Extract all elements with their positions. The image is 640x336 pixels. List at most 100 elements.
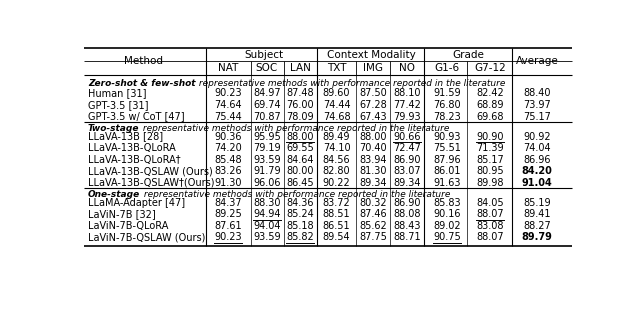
- Text: 90.92: 90.92: [524, 132, 551, 141]
- Text: 94.94: 94.94: [253, 209, 280, 219]
- Text: 88.00: 88.00: [286, 132, 314, 141]
- Text: Human [31]: Human [31]: [88, 88, 147, 98]
- Text: LLaVA-13B-QSLAW†(Ours): LLaVA-13B-QSLAW†(Ours): [88, 178, 214, 188]
- Text: 85.24: 85.24: [286, 209, 314, 219]
- Text: 89.54: 89.54: [323, 233, 350, 243]
- Text: GPT-3.5 w/ CoT [47]: GPT-3.5 w/ CoT [47]: [88, 112, 184, 122]
- Text: 89.98: 89.98: [476, 178, 504, 188]
- Text: 87.61: 87.61: [214, 221, 242, 231]
- Text: 83.07: 83.07: [393, 166, 421, 176]
- Text: 70.40: 70.40: [359, 143, 387, 153]
- Text: 89.34: 89.34: [394, 178, 421, 188]
- Text: 93.59: 93.59: [253, 155, 280, 165]
- Text: 88.07: 88.07: [476, 209, 504, 219]
- Text: representative methods with performance reported in the literature: representative methods with performance …: [196, 79, 506, 88]
- Text: 83.08: 83.08: [476, 221, 504, 231]
- Text: 89.34: 89.34: [359, 178, 387, 188]
- Text: 85.82: 85.82: [286, 233, 314, 243]
- Text: 74.10: 74.10: [323, 143, 350, 153]
- Text: 68.89: 68.89: [476, 100, 504, 110]
- Text: G1-6: G1-6: [435, 63, 460, 73]
- Text: LLaVA-13B [28]: LLaVA-13B [28]: [88, 132, 163, 141]
- Text: 75.51: 75.51: [433, 143, 461, 153]
- Text: 76.80: 76.80: [433, 100, 461, 110]
- Text: 79.19: 79.19: [253, 143, 280, 153]
- Text: 89.02: 89.02: [433, 221, 461, 231]
- Text: 88.51: 88.51: [323, 209, 350, 219]
- Text: 74.68: 74.68: [323, 112, 350, 122]
- Text: G7-12: G7-12: [474, 63, 506, 73]
- Text: 84.05: 84.05: [476, 198, 504, 208]
- Text: 78.09: 78.09: [286, 112, 314, 122]
- Text: 89.60: 89.60: [323, 88, 350, 98]
- Text: 86.96: 86.96: [524, 155, 551, 165]
- Text: NO: NO: [399, 63, 415, 73]
- Text: 90.16: 90.16: [434, 209, 461, 219]
- Text: 77.42: 77.42: [393, 100, 421, 110]
- Text: 75.44: 75.44: [214, 112, 242, 122]
- Text: Average: Average: [516, 56, 559, 67]
- Text: 87.96: 87.96: [433, 155, 461, 165]
- Text: 74.64: 74.64: [214, 100, 242, 110]
- Text: 82.42: 82.42: [476, 88, 504, 98]
- Text: 88.07: 88.07: [476, 233, 504, 243]
- Text: 80.32: 80.32: [359, 198, 387, 208]
- Text: SOC: SOC: [255, 63, 278, 73]
- Text: 82.80: 82.80: [323, 166, 350, 176]
- Text: 88.71: 88.71: [393, 233, 421, 243]
- Text: 81.30: 81.30: [359, 166, 387, 176]
- Text: 90.23: 90.23: [214, 233, 242, 243]
- Text: representative methods with performance reported in the literature: representative methods with performance …: [140, 124, 449, 133]
- Text: 88.43: 88.43: [394, 221, 421, 231]
- Text: 91.63: 91.63: [434, 178, 461, 188]
- Text: Context Modality: Context Modality: [328, 50, 416, 59]
- Text: LLaVA-13B-QLoRA: LLaVA-13B-QLoRA: [88, 143, 175, 153]
- Text: 83.94: 83.94: [359, 155, 387, 165]
- Text: Subject: Subject: [244, 50, 284, 59]
- Text: 67.28: 67.28: [359, 100, 387, 110]
- Text: 88.08: 88.08: [394, 209, 421, 219]
- Text: 85.17: 85.17: [476, 155, 504, 165]
- Text: Grade: Grade: [452, 50, 484, 59]
- Text: 76.00: 76.00: [286, 100, 314, 110]
- Text: 79.93: 79.93: [393, 112, 421, 122]
- Text: 84.20: 84.20: [522, 166, 553, 176]
- Text: LLaMA-Adapter [47]: LLaMA-Adapter [47]: [88, 198, 185, 208]
- Text: 88.10: 88.10: [394, 88, 421, 98]
- Text: 83.72: 83.72: [323, 198, 351, 208]
- Text: 90.90: 90.90: [476, 132, 504, 141]
- Text: LAN: LAN: [290, 63, 310, 73]
- Text: 74.20: 74.20: [214, 143, 242, 153]
- Text: 89.25: 89.25: [214, 209, 242, 219]
- Text: 90.22: 90.22: [323, 178, 351, 188]
- Text: 84.36: 84.36: [286, 198, 314, 208]
- Text: 86.90: 86.90: [394, 198, 421, 208]
- Text: 84.56: 84.56: [323, 155, 350, 165]
- Text: 87.50: 87.50: [359, 88, 387, 98]
- Text: 86.51: 86.51: [323, 221, 350, 231]
- Text: 85.48: 85.48: [214, 155, 242, 165]
- Text: 85.18: 85.18: [286, 221, 314, 231]
- Text: 78.23: 78.23: [433, 112, 461, 122]
- Text: 87.75: 87.75: [359, 233, 387, 243]
- Text: 90.36: 90.36: [214, 132, 242, 141]
- Text: representative methods with performance reported in the literature: representative methods with performance …: [141, 190, 450, 199]
- Text: 69.68: 69.68: [476, 112, 504, 122]
- Text: 88.27: 88.27: [524, 221, 551, 231]
- Text: 90.75: 90.75: [433, 233, 461, 243]
- Text: Two-stage: Two-stage: [88, 124, 140, 133]
- Text: 88.40: 88.40: [524, 88, 551, 98]
- Text: 74.04: 74.04: [524, 143, 551, 153]
- Text: 90.23: 90.23: [214, 88, 242, 98]
- Text: 70.87: 70.87: [253, 112, 281, 122]
- Text: 93.59: 93.59: [253, 233, 280, 243]
- Text: LaViN-7B [32]: LaViN-7B [32]: [88, 209, 156, 219]
- Text: 88.30: 88.30: [253, 198, 280, 208]
- Text: IMG: IMG: [363, 63, 383, 73]
- Text: 85.19: 85.19: [524, 198, 551, 208]
- Text: 89.79: 89.79: [522, 233, 553, 243]
- Text: 91.59: 91.59: [433, 88, 461, 98]
- Text: 80.00: 80.00: [286, 166, 314, 176]
- Text: 96.06: 96.06: [253, 178, 280, 188]
- Text: 89.41: 89.41: [524, 209, 551, 219]
